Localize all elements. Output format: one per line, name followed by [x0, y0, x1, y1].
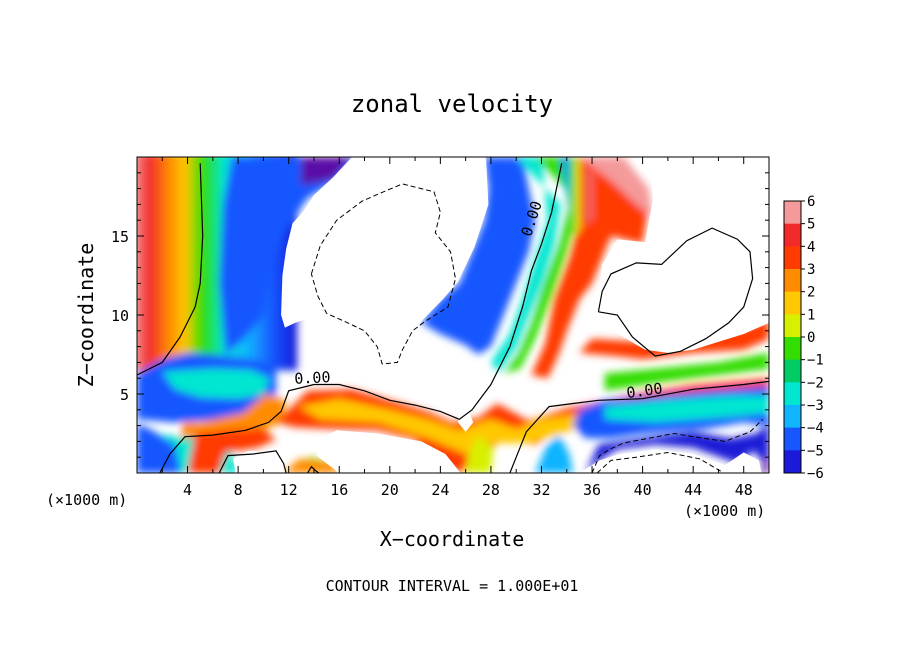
colorbar-tick-label: 6: [807, 194, 815, 210]
fill-lower-right-purple: [761, 454, 769, 473]
velocity-fill-field: [137, 157, 769, 473]
x-tick-label: 28: [482, 481, 500, 499]
fill-right-green-ribbon: [604, 352, 769, 391]
white-region-upper-center: [281, 157, 489, 341]
colorbar-tick-label: −2: [807, 375, 824, 391]
plot-area: 0.000.000.00 4 8 12 16 20 24 28 32 36 40 44 48 5101…: [111, 156, 770, 499]
x-tick-label: 20: [381, 481, 399, 499]
colorbar-tick-label: 5: [807, 217, 815, 233]
white-region-center-pocket: [458, 405, 474, 432]
fill-shear-band-orange: [298, 398, 618, 454]
colorbar-tick-label: −3: [807, 398, 824, 414]
colorbar-tick-label: 4: [807, 239, 815, 255]
y-tick-label: 5: [120, 386, 129, 404]
white-region-upper-right: [589, 157, 769, 353]
colorbar-tick-label: −1: [807, 353, 824, 369]
colorbar-swatch: [784, 450, 801, 474]
fill-lower-left-orange: [181, 394, 287, 439]
contour-interval-footer: CONTOUR INTERVAL = 1.000E+01: [326, 577, 579, 595]
colorbar: 6 5 4 3 2 1 0 −1 −2 −3 −4 −5 −6: [783, 194, 824, 482]
colorbar-swatch: [784, 382, 801, 406]
fill-mid-left-cyan: [162, 368, 270, 399]
x-axis-label: X−coordinate: [380, 527, 525, 551]
x-tick-label: 12: [280, 481, 298, 499]
fill-upper-left-purple-tip: [301, 157, 352, 186]
colorbar-swatch: [784, 246, 801, 270]
chart-title: zonal velocity: [351, 90, 553, 118]
x-unit-left: (×1000 m): [46, 491, 127, 509]
x-tick-label: 32: [532, 481, 550, 499]
x-tick-label: 16: [330, 481, 348, 499]
fill-upper-left-blue-tongue: [219, 157, 359, 355]
contour-label: 0.00: [625, 379, 663, 402]
zero-contour-line: [597, 227, 754, 357]
fill-center-bottom-blue: [535, 435, 574, 473]
colorbar-tick-label: 2: [807, 285, 815, 301]
colorbar-swatch: [784, 201, 801, 225]
fill-center-bottom-green: [465, 435, 494, 473]
x-axis-ticks: 4 8 12 16 20 24 28 32 36 40 44 48: [161, 157, 753, 499]
zero-contour-line: [137, 163, 204, 376]
colorbar-swatch: [784, 427, 801, 451]
y-tick-label: 10: [111, 307, 129, 325]
colorbar-swatch: [784, 314, 801, 338]
fill-central-cyan-column: [490, 157, 561, 372]
contour-label: 0.00: [294, 368, 331, 388]
colorbar-swatch: [784, 337, 801, 361]
zero-contour-line: [218, 450, 287, 473]
x-unit-right: (×1000 m): [684, 502, 765, 520]
fill-lower-left-blue: [137, 424, 182, 473]
white-region-bottom-center: [316, 430, 461, 473]
x-tick-label: 44: [684, 481, 702, 499]
x-tick-label: 8: [234, 481, 243, 499]
y-axis-ticks: 5 10 15: [111, 172, 769, 458]
x-tick-label: 4: [183, 481, 192, 499]
x-tick-label: 48: [735, 481, 753, 499]
white-region-bottom-left: [233, 450, 284, 473]
white-region-bottom-right: [579, 449, 762, 473]
fill-central-red-column: [531, 157, 649, 379]
fill-lower-right-blue: [585, 424, 769, 473]
fill-central-blue-column: [421, 157, 536, 355]
fill-right-shelf-cyan: [604, 395, 769, 423]
colorbar-tick-label: −4: [807, 421, 824, 437]
contour-lines: [137, 163, 769, 473]
zero-contour-line: [509, 380, 769, 473]
x-tick-label: 40: [634, 481, 652, 499]
colorbar-swatch: [784, 269, 801, 293]
colorbar-tick-label: −6: [807, 466, 824, 482]
zero-contour-line: [159, 163, 563, 473]
y-tick-label: 15: [111, 228, 129, 246]
colorbar-swatch: [784, 359, 801, 383]
colorbar-swatch: [784, 223, 801, 247]
fill-upper-right-pink: [579, 157, 653, 217]
colorbar-tick-label: 0: [807, 330, 815, 346]
colorbar-tick-label: −5: [807, 443, 824, 459]
colorbar-tick-label: 1: [807, 307, 815, 323]
fill-right-gradient-band: [560, 157, 592, 236]
colorbar-swatch: [784, 291, 801, 315]
negative-contour-line: [591, 418, 764, 473]
colorbar-tick-label: 3: [807, 262, 815, 278]
colorbar-swatch: [784, 405, 801, 429]
x-tick-label: 36: [583, 481, 601, 499]
y-axis-label: Z−coordinate: [74, 243, 98, 388]
negative-contour-line: [310, 183, 457, 365]
x-tick-label: 24: [431, 481, 449, 499]
fill-lower-left-red: [187, 428, 276, 473]
fill-layer: [137, 157, 769, 473]
